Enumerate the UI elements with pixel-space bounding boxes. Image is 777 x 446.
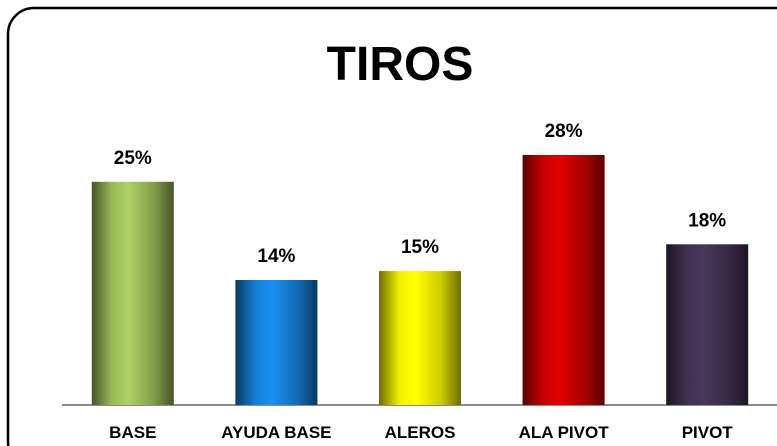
x-tick-label: AYUDA BASE <box>221 423 331 442</box>
data-label: 28% <box>545 121 583 142</box>
x-tick-label: BASE <box>109 423 156 442</box>
bar <box>91 181 174 405</box>
data-label: 18% <box>688 210 726 231</box>
bar <box>522 155 605 405</box>
bar <box>666 244 749 405</box>
x-tick-label: ALEROS <box>385 423 456 442</box>
data-label: 14% <box>257 246 295 267</box>
x-tick-label: ALA PIVOT <box>519 423 610 442</box>
bar <box>379 271 461 405</box>
bar <box>235 280 318 405</box>
data-label: 25% <box>114 148 152 169</box>
chart-title: TIROS <box>327 38 474 91</box>
data-label: 15% <box>401 237 439 258</box>
x-tick-label: PIVOT <box>682 423 734 442</box>
